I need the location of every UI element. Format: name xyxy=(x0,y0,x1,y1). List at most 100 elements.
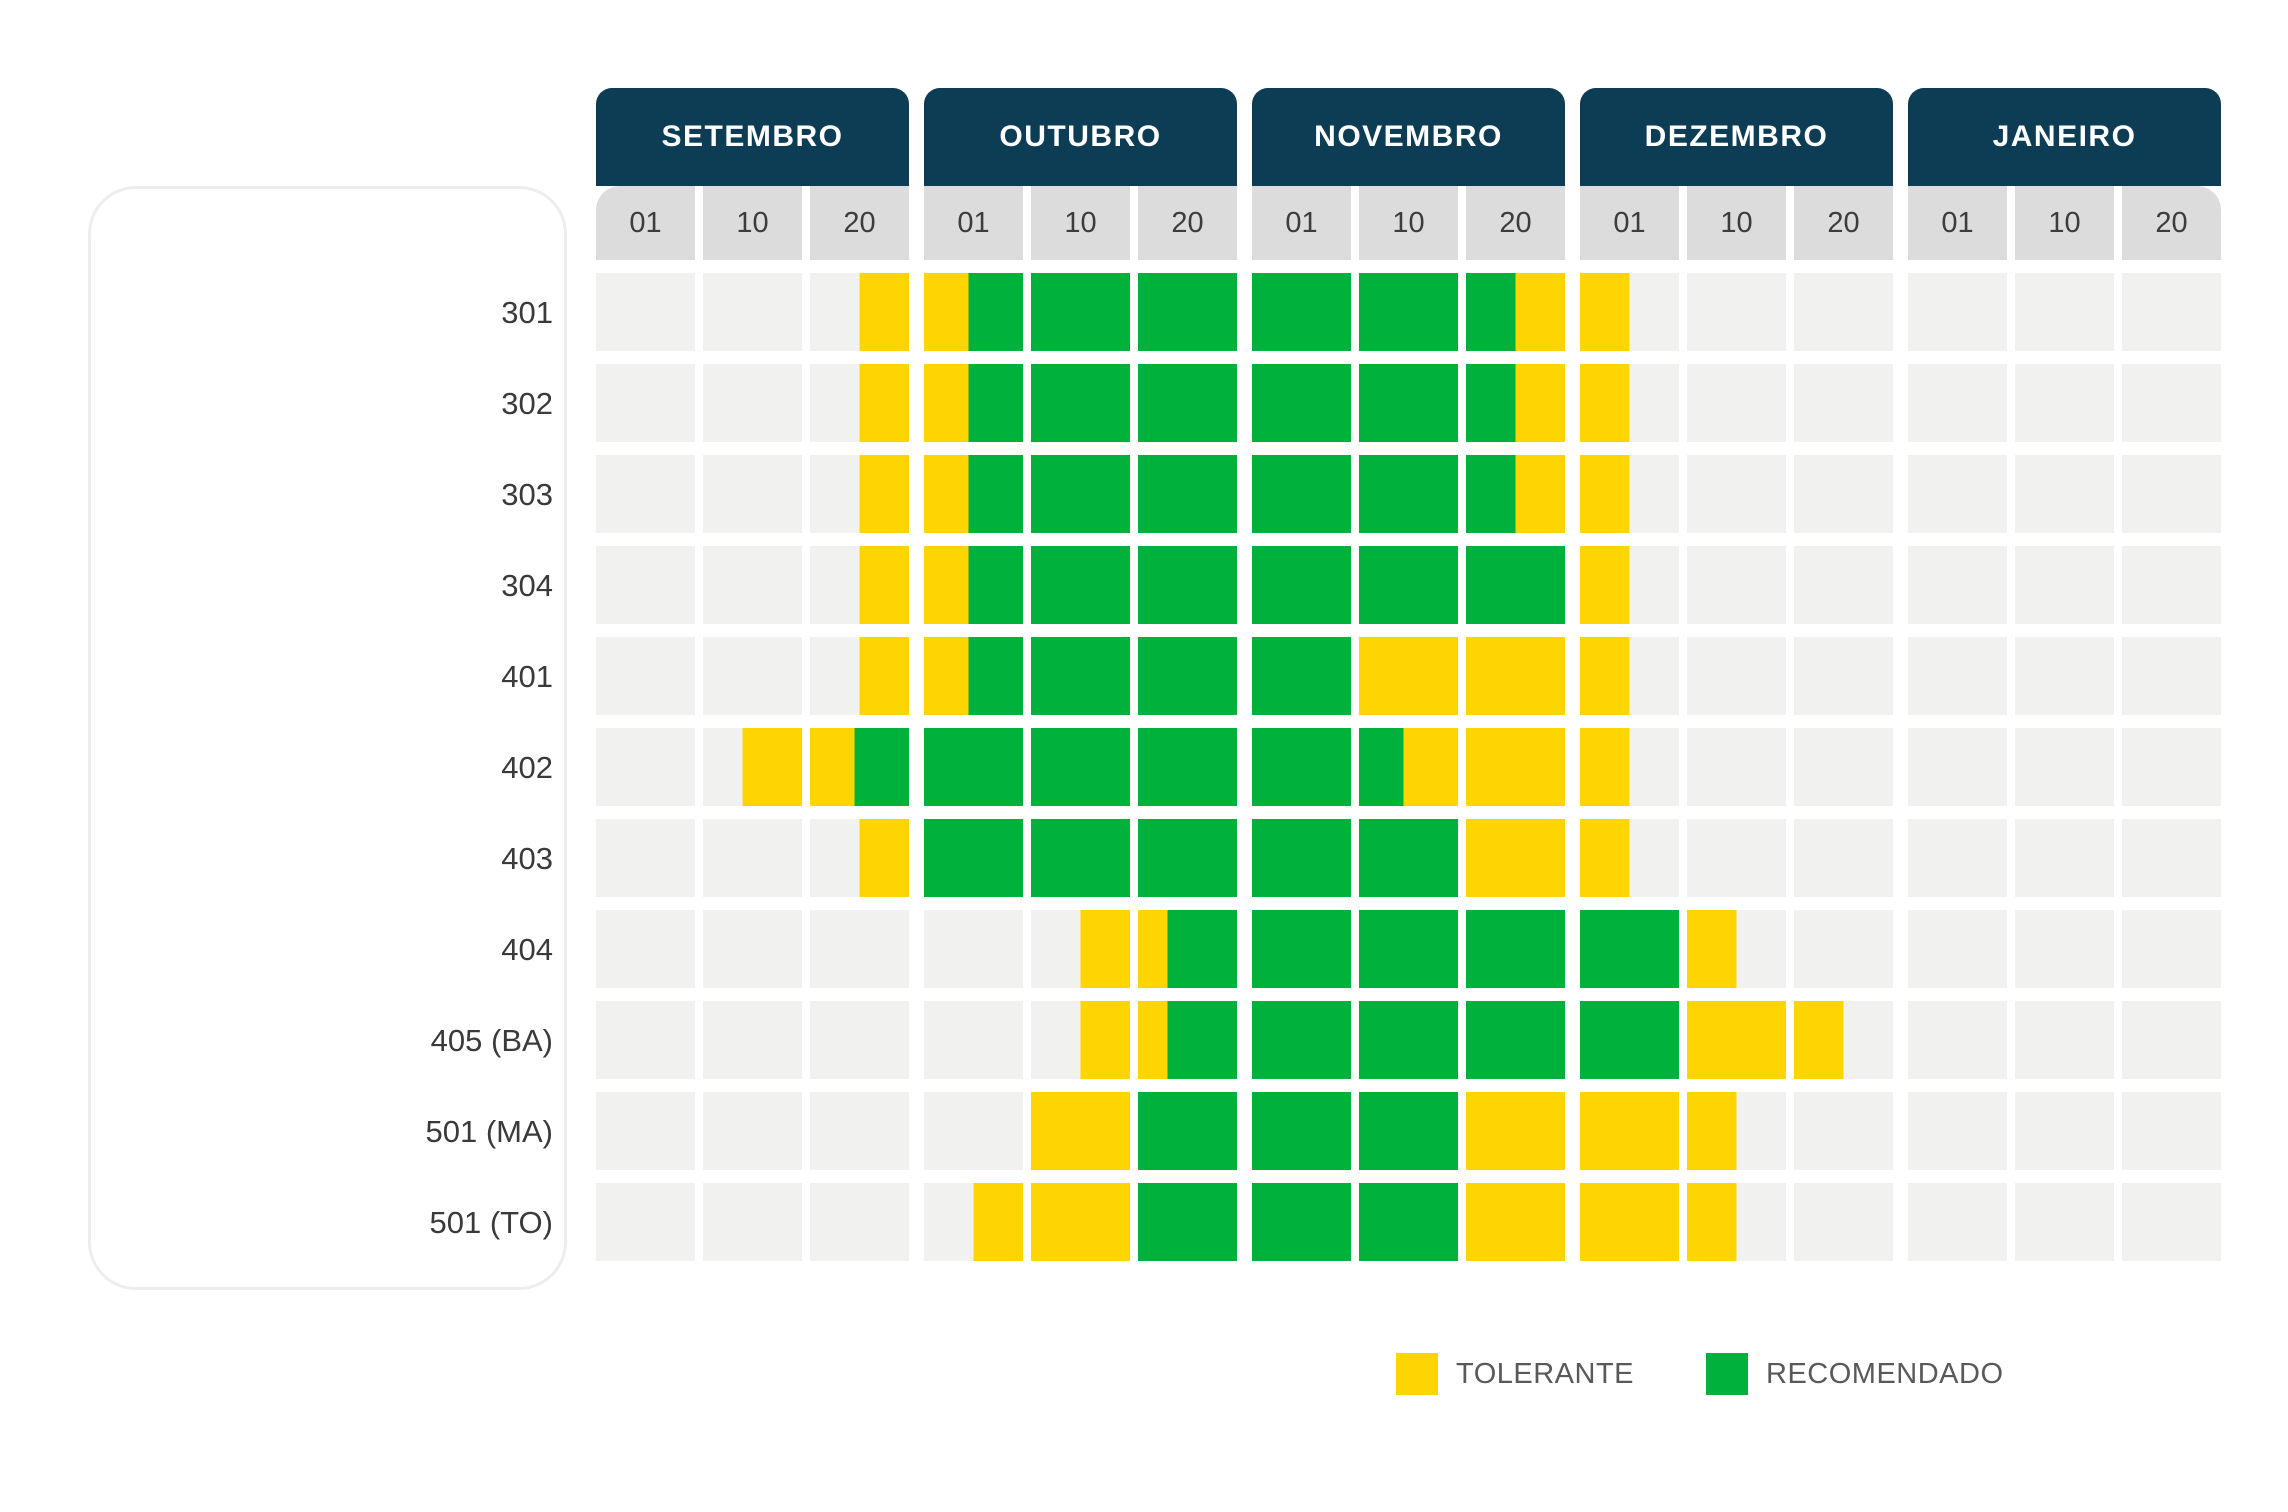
row-label-405-ba: 405 (BA) xyxy=(430,1023,553,1058)
cell-302-set-01 xyxy=(596,364,695,442)
cell-302-jan-10 xyxy=(2015,364,2114,442)
cell-402-out-20 xyxy=(1138,728,1237,806)
cell-402-nov-20 xyxy=(1466,728,1565,806)
cell-303-out-20 xyxy=(1138,455,1237,533)
cell-301-dez-01 xyxy=(1580,273,1679,351)
cell-405-ba-jan-20 xyxy=(2122,1001,2221,1079)
grid-row-404 xyxy=(596,910,2221,988)
cell-304-jan-01 xyxy=(1908,546,2007,624)
cell-403-jan-01 xyxy=(1908,819,2007,897)
cell-501-to-jan-20 xyxy=(2122,1183,2221,1261)
cell-404-out-20 xyxy=(1138,910,1237,988)
month-header-novembro: NOVEMBRO xyxy=(1252,88,1565,186)
legend-item-tolerante: TOLERANTE xyxy=(1396,1353,1634,1395)
cell-303-out-01 xyxy=(924,455,1023,533)
cell-401-out-10 xyxy=(1031,637,1130,715)
row-label-404: 404 xyxy=(501,932,553,967)
cell-501-to-out-20 xyxy=(1138,1183,1237,1261)
cell-402-dez-10 xyxy=(1687,728,1786,806)
cell-303-dez-20 xyxy=(1794,455,1893,533)
cell-303-jan-10 xyxy=(2015,455,2114,533)
cell-304-set-10 xyxy=(703,546,802,624)
cell-302-out-20 xyxy=(1138,364,1237,442)
cell-302-dez-10 xyxy=(1687,364,1786,442)
cell-401-set-10 xyxy=(703,637,802,715)
cell-404-dez-10 xyxy=(1687,910,1786,988)
cell-403-set-01 xyxy=(596,819,695,897)
cell-501-to-jan-01 xyxy=(1908,1183,2007,1261)
cell-403-nov-01 xyxy=(1252,819,1351,897)
left-panel xyxy=(88,186,567,1290)
month-label: DEZEMBRO xyxy=(1644,120,1829,153)
tick-janeiro-01: 01 xyxy=(1908,186,2007,260)
recomendado-label: RECOMENDADO xyxy=(1766,1357,2004,1390)
cell-403-out-01 xyxy=(924,819,1023,897)
cell-405-ba-nov-20 xyxy=(1466,1001,1565,1079)
row-label-304: 304 xyxy=(501,568,553,603)
cell-403-set-20 xyxy=(810,819,909,897)
cell-501-to-nov-01 xyxy=(1252,1183,1351,1261)
cell-405-ba-dez-20 xyxy=(1794,1001,1893,1079)
cell-501-ma-set-10 xyxy=(703,1092,802,1170)
legend: TOLERANTE RECOMENDADO xyxy=(1396,1353,2004,1395)
cell-301-out-10 xyxy=(1031,273,1130,351)
tick-setembro-10: 10 xyxy=(703,186,802,260)
cell-303-out-10 xyxy=(1031,455,1130,533)
tick-outubro-10: 10 xyxy=(1031,186,1130,260)
recomendado-swatch-icon xyxy=(1706,1353,1749,1395)
grid-row-402 xyxy=(596,728,2221,806)
tick-janeiro-10: 10 xyxy=(2015,186,2114,260)
cell-404-out-10 xyxy=(1031,910,1130,988)
month-header-setembro: SETEMBRO xyxy=(596,88,909,186)
cell-402-nov-01 xyxy=(1252,728,1351,806)
month-header-dezembro: DEZEMBRO xyxy=(1580,88,1893,186)
cell-302-set-20 xyxy=(810,364,909,442)
cell-304-jan-10 xyxy=(2015,546,2114,624)
cell-304-dez-10 xyxy=(1687,546,1786,624)
tick-novembro-20: 20 xyxy=(1466,186,1565,260)
cell-302-dez-01 xyxy=(1580,364,1679,442)
cell-501-to-out-01 xyxy=(924,1183,1023,1261)
tick-setembro-20: 20 xyxy=(810,186,909,260)
row-label-401: 401 xyxy=(501,659,553,694)
tick-setembro-01: 01 xyxy=(596,186,695,260)
cell-404-out-01 xyxy=(924,910,1023,988)
cell-303-nov-10 xyxy=(1359,455,1458,533)
tick-dezembro-01: 01 xyxy=(1580,186,1679,260)
cell-301-set-10 xyxy=(703,273,802,351)
cell-301-out-01 xyxy=(924,273,1023,351)
tick-novembro-01: 01 xyxy=(1252,186,1351,260)
cell-401-out-20 xyxy=(1138,637,1237,715)
grid-row-501-ma xyxy=(596,1092,2221,1170)
cell-402-out-10 xyxy=(1031,728,1130,806)
cell-501-ma-out-10 xyxy=(1031,1092,1130,1170)
cell-501-ma-jan-10 xyxy=(2015,1092,2114,1170)
cell-301-out-20 xyxy=(1138,273,1237,351)
cell-304-nov-01 xyxy=(1252,546,1351,624)
cell-303-nov-01 xyxy=(1252,455,1351,533)
cell-402-dez-20 xyxy=(1794,728,1893,806)
month-header-row: SETEMBRO OUTUBRO NOVEMBRO DEZEMBRO JANEIRO xyxy=(596,88,2221,186)
cell-304-nov-10 xyxy=(1359,546,1458,624)
cell-501-to-nov-10 xyxy=(1359,1183,1458,1261)
cell-403-nov-20 xyxy=(1466,819,1565,897)
cell-405-ba-out-10 xyxy=(1031,1001,1130,1079)
cell-403-jan-10 xyxy=(2015,819,2114,897)
cell-304-dez-20 xyxy=(1794,546,1893,624)
cell-501-ma-nov-20 xyxy=(1466,1092,1565,1170)
cell-302-nov-01 xyxy=(1252,364,1351,442)
cell-401-dez-10 xyxy=(1687,637,1786,715)
cell-501-ma-dez-10 xyxy=(1687,1092,1786,1170)
cell-301-nov-10 xyxy=(1359,273,1458,351)
cell-303-set-10 xyxy=(703,455,802,533)
cell-401-set-01 xyxy=(596,637,695,715)
cell-501-to-jan-10 xyxy=(2015,1183,2114,1261)
cell-501-to-dez-20 xyxy=(1794,1183,1893,1261)
cell-402-jan-10 xyxy=(2015,728,2114,806)
cell-304-dez-01 xyxy=(1580,546,1679,624)
grid-row-304 xyxy=(596,546,2221,624)
calendar-grid: SETEMBRO OUTUBRO NOVEMBRO DEZEMBRO JANEIRO 0… xyxy=(596,88,2221,1274)
cell-501-ma-dez-20 xyxy=(1794,1092,1893,1170)
cell-304-set-20 xyxy=(810,546,909,624)
